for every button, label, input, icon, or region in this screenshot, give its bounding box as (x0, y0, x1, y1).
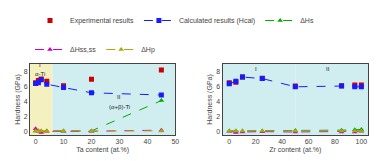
svg-text:20: 20 (88, 138, 96, 145)
svg-text:10: 10 (60, 138, 68, 145)
svg-text:80: 80 (331, 138, 339, 145)
svg-text:Ta content (at.%): Ta content (at.%) (76, 146, 129, 154)
svg-text:Calculated results (Hcal): Calculated results (Hcal) (179, 17, 255, 25)
svg-text:30: 30 (116, 138, 124, 145)
svg-text:ΔHs: ΔHs (300, 17, 314, 24)
svg-text:4: 4 (24, 98, 28, 105)
svg-text:2: 2 (216, 113, 220, 120)
svg-text:60: 60 (305, 138, 313, 145)
svg-text:I: I (39, 62, 41, 68)
svg-text:20: 20 (252, 138, 260, 145)
svg-text:2: 2 (24, 113, 28, 120)
svg-text:α-Ti: α-Ti (35, 71, 45, 77)
svg-text:II: II (326, 66, 330, 72)
svg-text:I: I (255, 66, 257, 72)
svg-text:8: 8 (24, 68, 28, 75)
svg-text:6: 6 (216, 83, 220, 90)
svg-text:40: 40 (143, 138, 151, 145)
svg-text:Hardness (GPa): Hardness (GPa) (206, 74, 214, 125)
svg-text:6: 6 (24, 83, 28, 90)
svg-text:ΔHp: ΔHp (141, 46, 155, 54)
svg-text:II: II (117, 94, 121, 100)
svg-text:Experimental results: Experimental results (70, 17, 134, 25)
svg-text:100: 100 (356, 138, 368, 145)
svg-text:0: 0 (24, 128, 28, 135)
svg-text:4: 4 (216, 98, 220, 105)
svg-text:40: 40 (278, 138, 286, 145)
svg-text:Hardness (GPa): Hardness (GPa) (14, 74, 22, 125)
svg-text:8: 8 (216, 68, 220, 75)
svg-text:0: 0 (227, 138, 231, 145)
svg-text:ΔHss,ss: ΔHss,ss (70, 46, 96, 53)
svg-text:(α+β)-Ti: (α+β)-Ti (109, 104, 130, 110)
svg-text:Zr content (at.%): Zr content (at.%) (269, 146, 321, 154)
svg-text:0: 0 (34, 138, 38, 145)
svg-text:50: 50 (171, 138, 179, 145)
svg-text:0: 0 (216, 128, 220, 135)
